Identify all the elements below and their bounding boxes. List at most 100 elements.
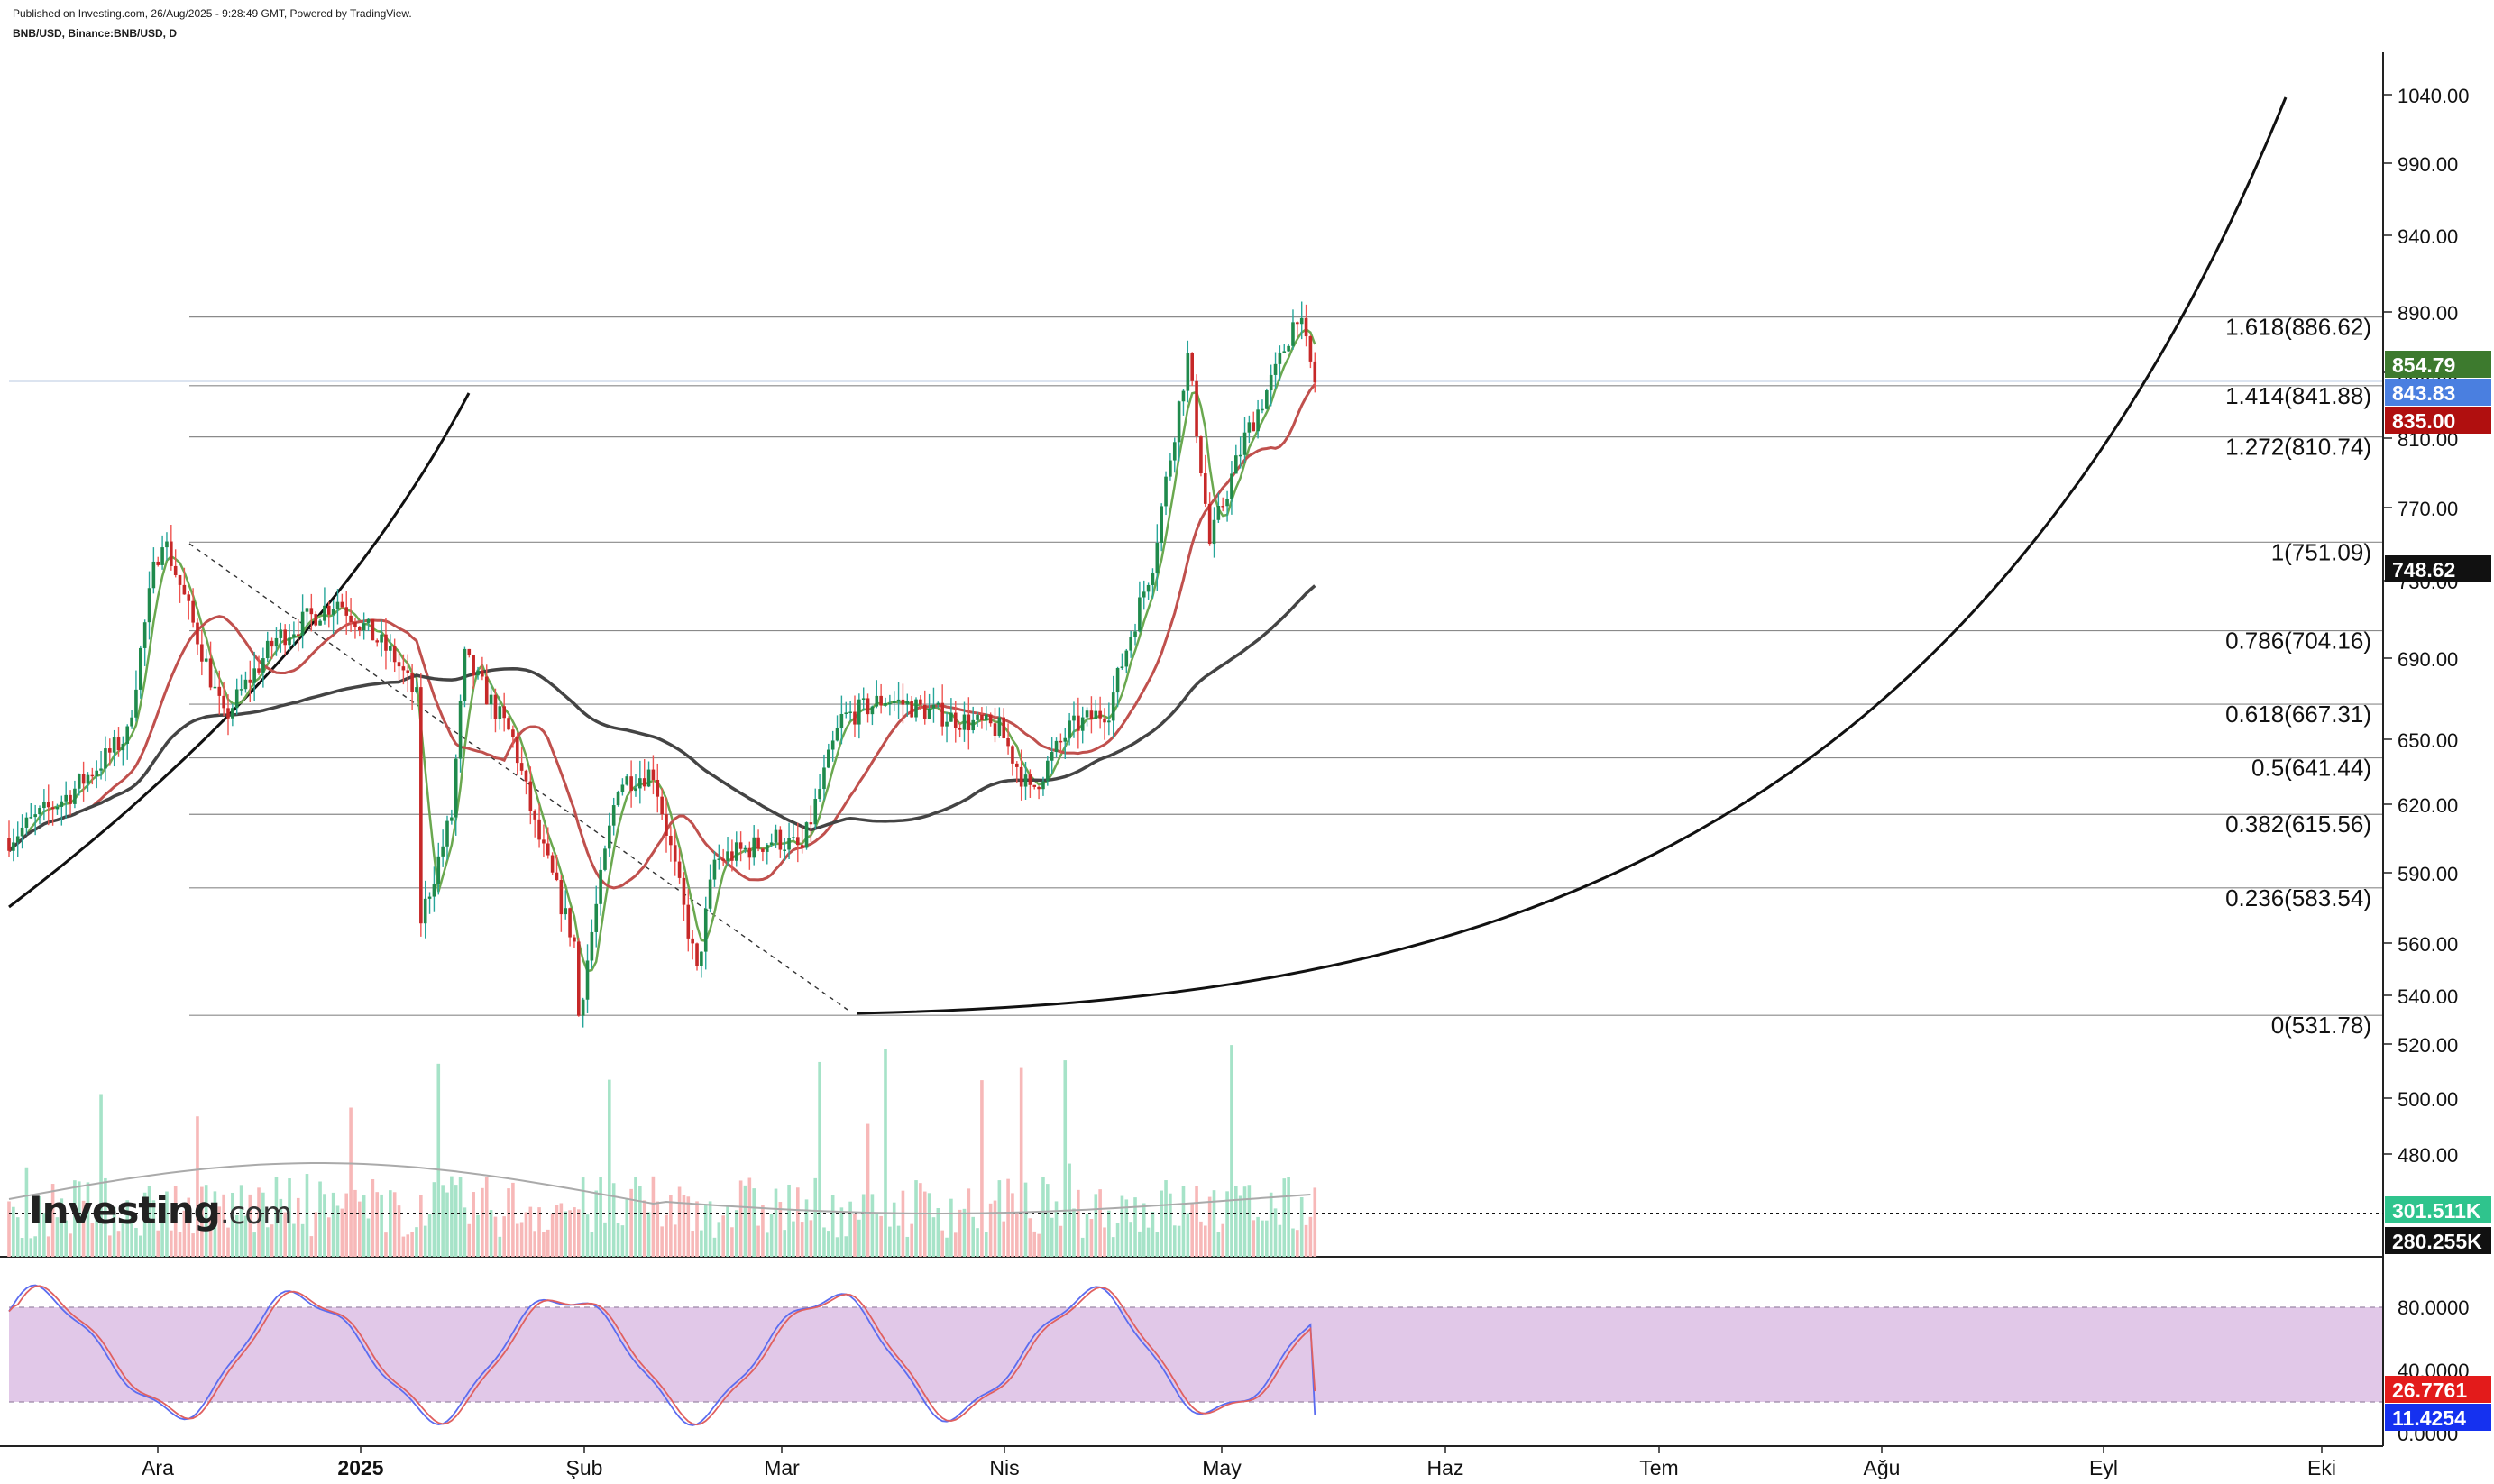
- candle-238: [1050, 737, 1054, 774]
- volume-bar-150: [665, 1214, 668, 1257]
- candle-291: [1282, 344, 1287, 353]
- stoch-badge-0: 26.7761: [2385, 1376, 2491, 1403]
- candle-242: [1068, 712, 1071, 746]
- candle-55: [248, 660, 252, 702]
- candle-230: [1015, 761, 1019, 783]
- candle-289: [1273, 352, 1278, 390]
- candle-266: [1172, 437, 1177, 473]
- volume-bar-3: [20, 1238, 24, 1257]
- candle-133: [590, 919, 594, 969]
- candle-170: [752, 825, 756, 866]
- candle-40: [182, 567, 187, 595]
- volume-bar-266: [1172, 1225, 1177, 1257]
- volume-bar-212: [936, 1208, 940, 1257]
- candle-267: [1177, 400, 1181, 462]
- candle-225: [993, 707, 997, 743]
- volume-bar-65: [292, 1223, 296, 1257]
- volume-bar-78: [349, 1107, 353, 1257]
- candle-112: [498, 695, 502, 730]
- volume-bar-71: [318, 1181, 322, 1257]
- volume-bar-251: [1107, 1210, 1111, 1257]
- volume-bar-80: [358, 1201, 362, 1257]
- volume-bar-178: [787, 1184, 791, 1257]
- candle-284: [1252, 411, 1256, 432]
- volume-bar-205: [905, 1236, 910, 1257]
- trend-curve-left: [8, 392, 471, 909]
- volume-bar-289: [1273, 1208, 1278, 1257]
- candle-219: [967, 697, 971, 750]
- candle-105: [467, 648, 472, 658]
- volume-bar-1: [12, 1206, 15, 1257]
- candle-96: [427, 892, 432, 914]
- candle-97: [432, 866, 436, 912]
- volume-bar-275: [1212, 1190, 1216, 1257]
- candle-95: [423, 880, 427, 939]
- candle-217: [958, 722, 962, 738]
- volume-bar-279: [1230, 1045, 1233, 1257]
- volume-bar-16: [77, 1181, 81, 1257]
- candle-182: [804, 821, 809, 850]
- volume-bar-72: [323, 1194, 326, 1257]
- volume-bar-245: [1080, 1237, 1085, 1257]
- volume-bar-11: [55, 1217, 60, 1257]
- volume-bar-221: [976, 1228, 979, 1257]
- candle-166: [734, 831, 738, 867]
- candle-86: [384, 618, 388, 670]
- candle-154: [682, 872, 686, 921]
- candle-4: [24, 812, 29, 836]
- volume-bar-195: [861, 1194, 866, 1257]
- candle-138: [611, 797, 616, 836]
- volume-bar-292: [1287, 1177, 1290, 1257]
- volume-bar-129: [573, 1207, 576, 1257]
- candle-178: [787, 822, 791, 860]
- volume-bar-170: [752, 1188, 756, 1257]
- volume-bar-147: [651, 1176, 656, 1257]
- candle-250: [1103, 708, 1106, 740]
- candle-54: [243, 671, 248, 693]
- volume-bar-17: [81, 1200, 86, 1257]
- candle-297: [1308, 334, 1313, 369]
- candle-155: [686, 889, 691, 952]
- candle-193: [853, 695, 857, 737]
- candle-248: [1094, 699, 1098, 719]
- volume-bar-271: [1195, 1186, 1198, 1257]
- candle-2: [15, 821, 20, 857]
- candle-234: [1032, 784, 1037, 790]
- volume-bar-265: [1169, 1193, 1172, 1257]
- candle-277: [1221, 497, 1225, 512]
- candle-73: [326, 601, 331, 628]
- candle-65: [292, 621, 296, 646]
- candle-165: [730, 839, 734, 872]
- candle-162: [717, 844, 721, 870]
- candle-279: [1230, 461, 1233, 515]
- candle-213: [940, 684, 944, 736]
- candle-215: [949, 698, 953, 722]
- volume-bar-74: [331, 1192, 335, 1257]
- candle-235: [1037, 785, 1041, 800]
- candle-27: [125, 724, 130, 760]
- candle-104: [463, 646, 467, 708]
- volume-layer: [7, 1045, 2383, 1257]
- candle-264: [1164, 471, 1168, 516]
- volume-bar-282: [1242, 1186, 1247, 1257]
- fib-label-4: 0.786(704.16): [2225, 627, 2371, 655]
- candle-270: [1190, 352, 1194, 387]
- volume-bar-238: [1050, 1217, 1054, 1257]
- fib-label-1: 1.414(841.88): [2225, 382, 2371, 409]
- candle-50: [226, 694, 230, 736]
- volume-bar-108: [481, 1187, 484, 1257]
- price-tick-8: 690.00: [2398, 648, 2458, 671]
- candle-106: [472, 655, 475, 690]
- volume-bar-33: [151, 1200, 156, 1257]
- candle-292: [1287, 344, 1290, 353]
- volume-bar-40: [182, 1210, 187, 1257]
- volume-bar-276: [1216, 1232, 1221, 1257]
- volume-bar-160: [708, 1201, 712, 1257]
- volume-bar-104: [463, 1207, 467, 1257]
- candle-32: [147, 571, 151, 640]
- candle-186: [822, 754, 826, 801]
- volume-bar-94: [419, 1195, 423, 1257]
- volume-bar-270: [1190, 1204, 1194, 1257]
- volume-bar-256: [1129, 1222, 1132, 1257]
